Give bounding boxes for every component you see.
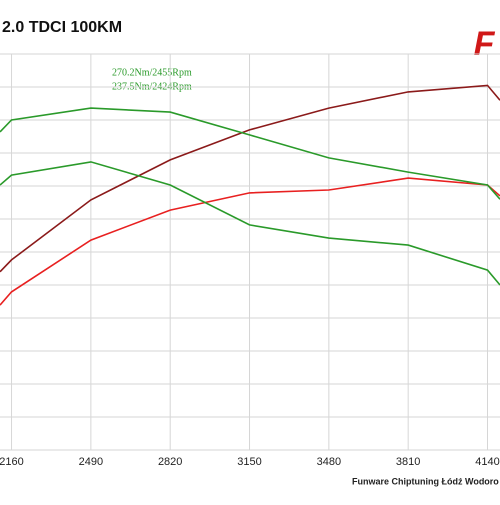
line	[0, 107, 500, 200]
x-tick-label: 3480	[317, 456, 341, 468]
line	[0, 161, 500, 286]
logo: F	[474, 25, 496, 63]
line	[0, 177, 500, 306]
x-tick-label: 2160	[0, 456, 24, 468]
chart-title: 2.0 TDCI 100KM	[2, 19, 122, 36]
x-tick-label: 4140	[475, 456, 499, 468]
x-tick-label: 2820	[158, 456, 182, 468]
footer: Funware Chiptuning Łódź Wodoro	[352, 476, 499, 486]
annotation: 270.2Nm/2455Rpm	[112, 67, 192, 78]
line	[0, 84, 500, 273]
x-tick-label: 3810	[396, 456, 420, 468]
x-tick-label: 3150	[237, 456, 261, 468]
x-tick-label: 2490	[79, 456, 103, 468]
